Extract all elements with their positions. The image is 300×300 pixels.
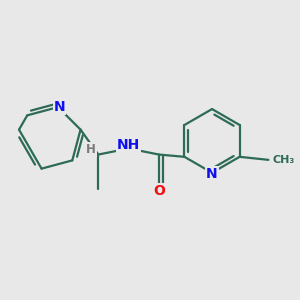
Text: N: N [54,100,65,113]
Text: H: H [86,142,96,156]
Text: NH: NH [117,138,140,152]
Text: O: O [153,184,165,198]
Text: N: N [206,167,218,181]
Text: CH₃: CH₃ [272,155,294,165]
